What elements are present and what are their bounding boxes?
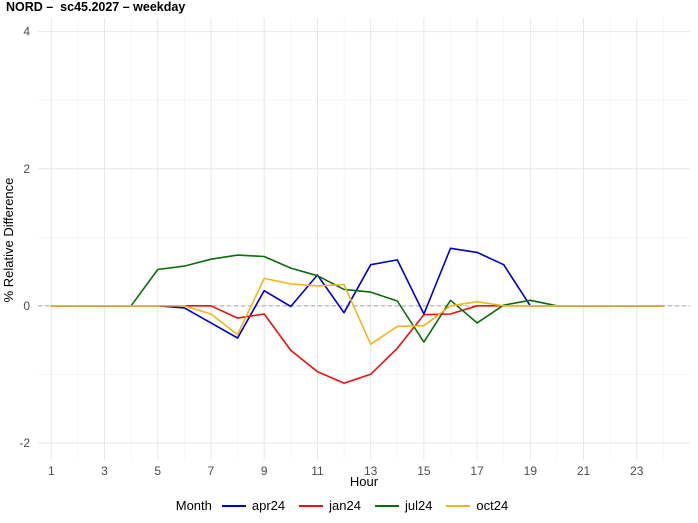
series-line-apr24 (50, 247, 665, 339)
x-tick-label: 5 (154, 464, 161, 478)
x-tick-label: 23 (630, 464, 644, 478)
y-tick-label: 0 (23, 299, 30, 313)
legend-item-apr24: apr24 (221, 498, 286, 513)
legend-title: Month (175, 498, 212, 513)
x-tick-label: 9 (261, 464, 268, 478)
x-tick-label: 1 (48, 464, 55, 478)
y-axis-title: % Relative Difference (1, 178, 16, 303)
legend-item-jan24: jan24 (299, 498, 361, 513)
x-tick-label: 7 (208, 464, 215, 478)
series-line-oct24 (50, 277, 665, 346)
chart-title: NORD – sc45.2027 – weekday (6, 0, 186, 14)
x-axis-title: Hour (350, 474, 379, 489)
legend: Month apr24 jan24 jul24 oct24 (0, 498, 698, 513)
legend-label: apr24 (251, 498, 286, 513)
y-tick-label: -2 (19, 436, 30, 450)
legend-item-oct24: oct24 (446, 498, 508, 513)
x-tick-label: 21 (577, 464, 591, 478)
x-tick-label: 13 (364, 464, 378, 478)
legend-label: jul24 (404, 498, 433, 513)
x-tick-label: 15 (417, 464, 431, 478)
legend-label: jan24 (329, 498, 361, 513)
legend-key (446, 504, 471, 507)
y-tick-label: 4 (23, 25, 30, 39)
x-tick-label: 3 (101, 464, 108, 478)
x-tick-label: 11 (311, 464, 324, 478)
legend-key (374, 504, 399, 507)
legend-key (221, 504, 246, 507)
legend-label: oct24 (476, 498, 509, 513)
x-tick-label: 17 (470, 464, 484, 478)
legend-item-jul24: jul24 (374, 498, 433, 513)
x-tick-label: 19 (524, 464, 538, 478)
series-line-jul24 (50, 254, 665, 343)
series-line-jan24 (50, 304, 665, 385)
legend-key (299, 504, 324, 507)
y-tick-label: 2 (23, 162, 30, 176)
